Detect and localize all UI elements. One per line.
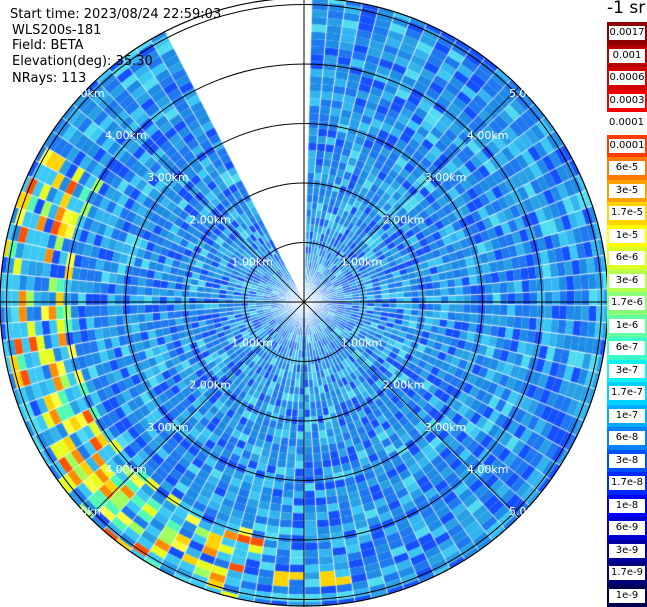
elevation-text: Elevation(deg): 35.30 <box>12 54 153 69</box>
colorbar-label: 3e-6 <box>609 273 645 288</box>
colorbar-label: 1.7e-5 <box>609 206 645 221</box>
colorbar-label: 3e-8 <box>609 453 645 468</box>
range-label-se: 4.00km <box>467 463 509 476</box>
start-time-text: Start time: 2023/08/24 22:59:03 <box>10 7 222 22</box>
colorbar-label: 0.0006 <box>609 71 645 86</box>
colorbar-label: 3e-5 <box>609 183 645 198</box>
colorbar-label: 0.00017 <box>609 116 645 131</box>
colorbar-label: 1e-9 <box>609 588 645 603</box>
field-text: Field: BETA <box>12 38 84 53</box>
colorbar-label: 0.0017 <box>609 26 645 41</box>
colorbar-label: 6e-8 <box>609 431 645 446</box>
range-label-se: 2.00km <box>383 379 425 392</box>
colorbar-label: 0.0001 <box>609 138 645 153</box>
colorbar-label: 0.001 <box>609 48 645 63</box>
range-label-sw: 5.00km <box>63 505 105 518</box>
colorbar-label: 1e-5 <box>609 228 645 243</box>
colorbar-label: 1.7e-9 <box>609 566 645 581</box>
range-label-nw: 1.00km <box>231 255 273 268</box>
range-label-ne: 1.00km <box>341 255 383 268</box>
colorbar-label: 1e-6 <box>609 318 645 333</box>
colorbar-label: 6e-7 <box>609 341 645 356</box>
colorbar-label: 3e-9 <box>609 543 645 558</box>
range-label-nw: 2.00km <box>189 213 231 226</box>
range-label-se: 5.00km <box>509 505 551 518</box>
colorbar-label: 6e-6 <box>609 251 645 266</box>
colorbar-label: 1.7e-7 <box>609 386 645 401</box>
range-label-se: 1.00km <box>341 337 383 350</box>
range-label-nw: 3.00km <box>147 171 189 184</box>
instrument-text: WLS200s-181 <box>12 23 102 38</box>
colorbar-label: 1e-8 <box>609 498 645 513</box>
ppi-overlay: 1.00km 1.00km 2.00km 2.00km 3.00km 3.00km 4.00… <box>0 0 607 607</box>
range-label-sw: 1.00km <box>231 337 273 350</box>
range-label-se: 3.00km <box>425 421 467 434</box>
colorbar: 0.0017 0.001 0.0006 0.0003 0.00017 0.0001 6e-5… <box>607 22 647 607</box>
colorbar-label: 1e-7 <box>609 408 645 423</box>
range-label-sw: 2.00km <box>189 379 231 392</box>
colorbar-label: 6e-9 <box>609 521 645 536</box>
colorbar-label: 1.7e-6 <box>609 296 645 311</box>
range-label-ne: 3.00km <box>425 171 467 184</box>
colorbar-label: 6e-5 <box>609 161 645 176</box>
colorbar-label: 0.0003 <box>609 93 645 108</box>
range-label-sw: 3.00km <box>147 421 189 434</box>
range-label-nw: 5.00km <box>63 87 105 100</box>
nrays-text: NRays: 113 <box>12 71 87 86</box>
range-label-ne: 4.00km <box>467 129 509 142</box>
diagonal-axis <box>88 86 520 518</box>
range-label-ne: 2.00km <box>383 213 425 226</box>
range-label-nw: 4.00km <box>105 129 147 142</box>
colorbar-units: -1 sr <box>607 0 646 18</box>
range-label-ne: 5.00km <box>509 87 551 100</box>
colorbar-label: 3e-7 <box>609 363 645 378</box>
range-label-sw: 4.00km <box>105 463 147 476</box>
colorbar-label: 1.7e-8 <box>609 476 645 491</box>
